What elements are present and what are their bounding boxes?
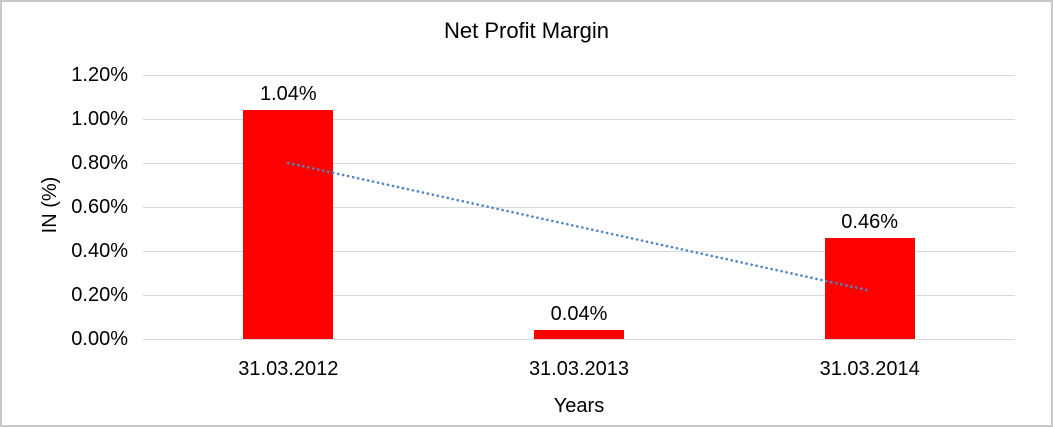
y-tick-label: 1.20% (71, 64, 128, 86)
bar-value-label: 1.04% (259, 83, 317, 106)
bar-value-label: 0.46% (841, 210, 899, 233)
y-tick-label: 0.80% (71, 152, 128, 174)
plot-area: 1.04% 0.04% 0.46% (143, 74, 1015, 340)
gridline (143, 338, 1015, 340)
x-axis-title: Years (553, 395, 605, 417)
y-tick-label: 0.40% (71, 240, 128, 262)
gridline (143, 118, 1015, 120)
gridline (143, 74, 1015, 76)
bar-31.03.2013 (534, 330, 624, 339)
y-tick-label: 0.20% (71, 284, 128, 306)
y-tick-label: 1.00% (71, 108, 128, 130)
trendline (287, 161, 871, 292)
gridline (143, 294, 1015, 296)
gridline (143, 206, 1015, 208)
gridline (143, 162, 1015, 164)
bar-value-label: 0.04% (550, 303, 608, 326)
y-tick-label: 0.60% (71, 196, 128, 218)
x-category-label: 31.03.2012 (238, 358, 339, 380)
chart-title: Net Profit Margin (443, 18, 610, 43)
gridline (143, 250, 1015, 252)
x-category-label: 31.03.2013 (528, 358, 630, 380)
bar-31.03.2012 (243, 110, 334, 339)
y-tick-label: 0.00% (71, 328, 128, 350)
x-category-label: 31.03.2014 (819, 358, 920, 380)
bar-31.03.2014 (824, 237, 915, 339)
